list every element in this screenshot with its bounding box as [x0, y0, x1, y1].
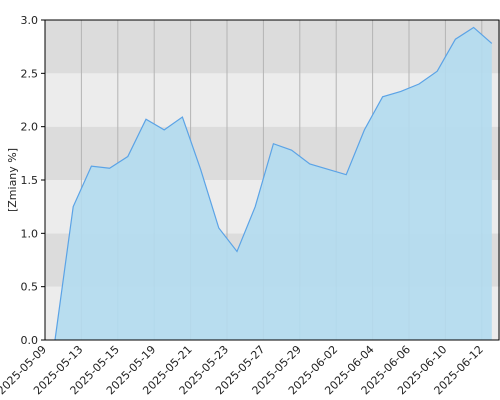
y-tick-label: 3.0: [21, 14, 39, 27]
y-tick-label: 1.5: [21, 174, 39, 187]
y-tick-label: 1.0: [21, 227, 39, 240]
y-tick-label: 2.5: [21, 67, 39, 80]
y-tick-label: 0.5: [21, 281, 39, 294]
line: [54, 26, 493, 341]
area: [55, 27, 492, 340]
grid-band: [45, 20, 500, 74]
y-axis-label: [Zmiany %]: [6, 148, 19, 212]
y-tick-label: 2.0: [21, 121, 39, 134]
plot-frame: [44, 19, 500, 341]
y-tick-label: 0.0: [21, 334, 39, 347]
